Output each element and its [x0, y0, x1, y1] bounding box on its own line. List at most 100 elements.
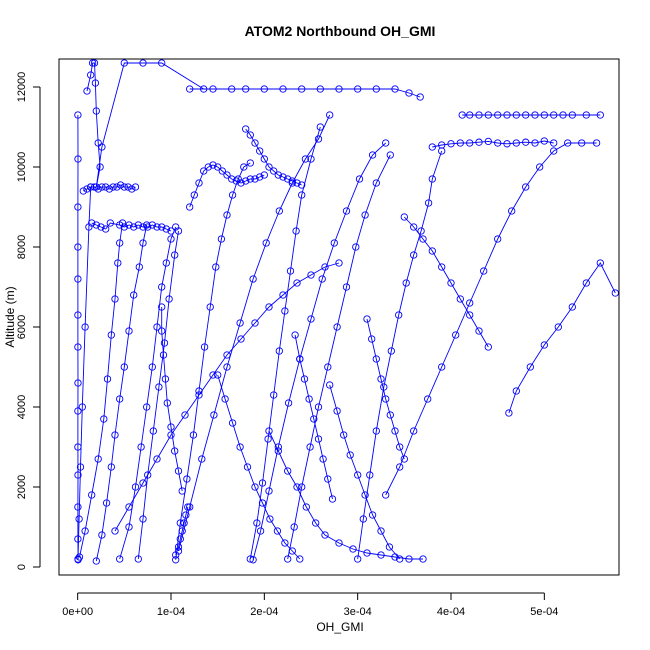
- data-point: [275, 347, 283, 355]
- data-point: [260, 155, 268, 163]
- data-point: [155, 383, 163, 391]
- chart-title: ATOM2 Northbound OH_GMI: [245, 23, 436, 39]
- data-point: [158, 223, 166, 231]
- data-point: [328, 495, 337, 503]
- data-point: [90, 183, 99, 191]
- data-point: [333, 407, 341, 415]
- data-point: [286, 267, 295, 275]
- data-point: [258, 479, 267, 487]
- data-point: [438, 363, 446, 371]
- data-point: [396, 463, 404, 471]
- data-point: [171, 251, 179, 259]
- data-point: [296, 555, 304, 563]
- data-point: [75, 553, 84, 561]
- series-line: [83, 184, 136, 192]
- data-point: [161, 375, 170, 383]
- data-point: [355, 175, 364, 183]
- data-point: [382, 395, 390, 403]
- data-point: [354, 555, 362, 563]
- data-point: [368, 511, 377, 519]
- data-point: [243, 463, 252, 471]
- data-point: [116, 395, 124, 403]
- data-point: [284, 555, 292, 563]
- data-point: [120, 223, 128, 231]
- data-point: [178, 487, 186, 495]
- data-point: [240, 163, 248, 171]
- data-point: [223, 171, 231, 179]
- data-point: [559, 111, 567, 119]
- data-point: [167, 227, 175, 235]
- data-point: [512, 139, 520, 147]
- data-point: [249, 275, 257, 283]
- series-line: [329, 384, 401, 560]
- data-point: [137, 443, 145, 451]
- data-point: [171, 447, 179, 455]
- data-point: [183, 475, 191, 483]
- data-point: [83, 87, 91, 95]
- data-point: [526, 363, 534, 371]
- data-point: [160, 339, 169, 347]
- data-point: [540, 137, 548, 145]
- data-point: [281, 307, 289, 315]
- data-point: [300, 375, 309, 383]
- data-point: [310, 415, 318, 423]
- data-point: [74, 203, 82, 211]
- data-point: [124, 183, 132, 191]
- data-point: [438, 141, 446, 149]
- data-point: [456, 139, 464, 147]
- data-point: [291, 331, 299, 339]
- data-point: [111, 527, 119, 535]
- data-point: [330, 239, 338, 247]
- data-point: [270, 167, 278, 175]
- data-point: [361, 211, 369, 219]
- data-point: [302, 503, 310, 511]
- data-point: [114, 259, 122, 267]
- data-point: [242, 85, 250, 93]
- data-point: [494, 111, 502, 119]
- data-point: [100, 415, 108, 423]
- data-point: [131, 183, 140, 191]
- data-point: [96, 163, 104, 171]
- data-point: [163, 399, 171, 407]
- series-line: [508, 262, 616, 414]
- data-point: [307, 315, 315, 323]
- data-point: [503, 140, 511, 148]
- data-point: [212, 263, 220, 271]
- data-point: [279, 173, 287, 181]
- data-point: [158, 283, 166, 291]
- data-point: [195, 179, 203, 187]
- data-point: [111, 431, 119, 439]
- data-point: [223, 351, 231, 359]
- data-point: [372, 85, 380, 93]
- data-point: [139, 239, 147, 247]
- data-point: [275, 207, 283, 215]
- data-point: [94, 455, 102, 463]
- data-point: [128, 185, 136, 193]
- data-point: [102, 225, 110, 233]
- data-point: [200, 343, 209, 351]
- data-point: [293, 179, 301, 187]
- data-point: [305, 395, 313, 403]
- data-point: [475, 138, 483, 146]
- data-point: [251, 483, 259, 491]
- data-point: [228, 85, 236, 93]
- data-point: [298, 483, 306, 491]
- x-tick-label: 0e+00: [62, 606, 93, 618]
- data-point: [335, 259, 343, 267]
- data-point: [550, 147, 558, 155]
- data-point: [279, 291, 287, 299]
- data-point: [237, 335, 245, 343]
- data-point: [372, 355, 380, 363]
- data-point: [78, 403, 86, 411]
- data-point: [181, 411, 189, 419]
- data-point: [342, 283, 351, 291]
- data-point: [274, 171, 282, 179]
- data-point: [522, 111, 530, 119]
- data-point: [130, 223, 138, 231]
- data-point: [256, 527, 265, 535]
- data-point: [87, 71, 95, 79]
- data-point: [335, 539, 343, 547]
- data-point: [246, 131, 254, 139]
- data-point: [87, 183, 95, 191]
- data-point: [531, 111, 539, 119]
